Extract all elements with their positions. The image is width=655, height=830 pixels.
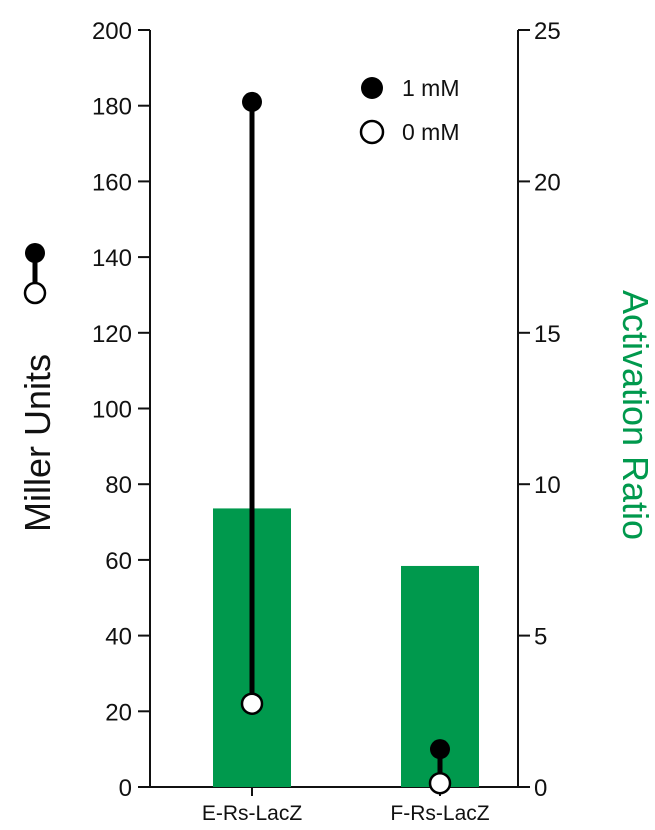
marker-0mm xyxy=(428,771,452,795)
left-tick-label: 100 xyxy=(92,397,132,424)
category-label: F-Rs-LacZ xyxy=(390,802,489,825)
left-tick-label: 60 xyxy=(105,548,132,575)
marker-1mm xyxy=(242,91,262,112)
dumbbells xyxy=(240,91,452,795)
left-tick-label: 200 xyxy=(92,18,132,45)
right-tick-label: 20 xyxy=(534,169,561,196)
left-tick-label: 0 xyxy=(119,775,132,802)
legend-marker-open xyxy=(359,119,385,145)
right-tick-label: 25 xyxy=(534,18,561,45)
axes: 0 20 40 60 80 100 120 140 160 180 200 0 5 10 15 20 25 E-R… xyxy=(92,18,561,825)
left-key-open-marker xyxy=(23,281,47,305)
right-tick-label: 10 xyxy=(534,472,561,499)
left-tick-label: 20 xyxy=(105,699,132,726)
right-tick-label: 0 xyxy=(534,775,547,802)
category-label: E-Rs-LacZ xyxy=(202,802,303,825)
legend: 1 mM 0 mM xyxy=(359,75,460,145)
legend-marker-filled xyxy=(361,77,383,99)
left-tick-label: 40 xyxy=(105,624,132,651)
right-tick-label: 5 xyxy=(534,624,547,651)
marker-0mm xyxy=(240,692,264,715)
legend-label: 1 mM xyxy=(402,75,460,101)
legend-label: 0 mM xyxy=(402,119,460,145)
left-tick-label: 120 xyxy=(92,321,132,348)
marker-1mm xyxy=(430,739,450,760)
left-tick-label: 160 xyxy=(92,169,132,196)
right-axis-title: Activation Ratio xyxy=(615,290,655,540)
left-tick-label: 180 xyxy=(92,94,132,121)
left-axis-key xyxy=(23,243,47,305)
left-key-filled-marker xyxy=(25,243,45,263)
left-tick-label: 140 xyxy=(92,245,132,272)
left-axis-title: Miller Units xyxy=(17,354,58,532)
left-tick-label: 80 xyxy=(105,472,132,499)
right-tick-label: 15 xyxy=(534,321,561,348)
